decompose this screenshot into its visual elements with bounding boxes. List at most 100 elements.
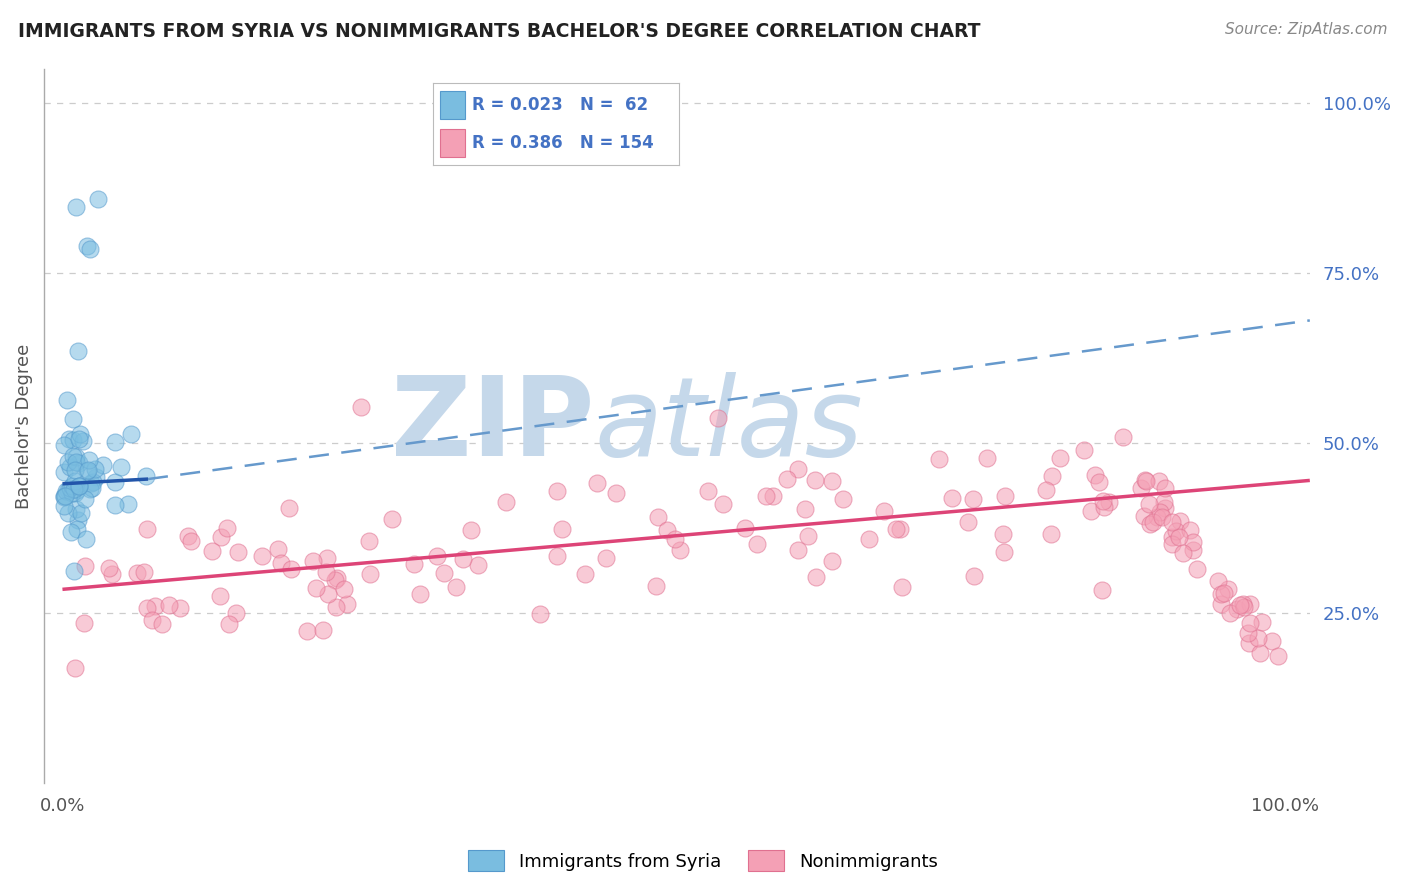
Point [1154, 481, 1177, 495]
Point [495, 495, 517, 509]
Point [58, 433, 80, 447]
Point [1173, 546, 1195, 560]
Point [104, 434, 127, 449]
Point [962, 491, 984, 506]
Point [52, 490, 75, 504]
Point [76, 464, 98, 478]
Point [79, 482, 101, 496]
Point [993, 544, 1015, 558]
Text: IMMIGRANTS FROM SYRIA VS NONIMMIGRANTS BACHELOR'S DEGREE CORRELATION CHART: IMMIGRANTS FROM SYRIA VS NONIMMIGRANTS B… [18, 22, 981, 41]
Point [821, 554, 844, 568]
Point [551, 522, 574, 536]
Point [1226, 602, 1249, 616]
Point [350, 400, 373, 414]
Point [91, 458, 114, 473]
Point [315, 565, 337, 579]
Point [52, 499, 75, 513]
Point [104, 475, 127, 490]
Point [65, 455, 87, 469]
Point [67, 432, 90, 446]
Point [72, 434, 94, 449]
Point [804, 570, 827, 584]
Point [333, 582, 356, 597]
Point [73, 615, 96, 630]
Point [267, 542, 290, 557]
Point [831, 492, 853, 507]
Point [426, 549, 449, 563]
Point [460, 523, 482, 537]
Point [1149, 505, 1171, 519]
Point [1213, 586, 1236, 600]
Point [143, 599, 166, 613]
Point [1229, 598, 1251, 612]
Point [56, 455, 79, 469]
Point [302, 554, 325, 568]
Point [56, 483, 79, 498]
Point [201, 543, 224, 558]
Point [316, 551, 339, 566]
Point [891, 580, 914, 594]
Point [1232, 597, 1254, 611]
Point [69, 427, 91, 442]
Point [70, 506, 93, 520]
Point [65, 450, 87, 464]
Point [1185, 562, 1208, 576]
Point [65, 200, 87, 214]
Point [177, 528, 200, 542]
Point [1040, 469, 1063, 483]
Point [793, 501, 815, 516]
Point [1168, 530, 1191, 544]
Point [1147, 475, 1170, 489]
Point [529, 607, 551, 622]
Point [991, 527, 1014, 541]
Point [58, 481, 80, 495]
Point [546, 549, 568, 564]
Point [208, 589, 231, 603]
Point [546, 483, 568, 498]
Point [66, 522, 89, 536]
Point [1146, 510, 1168, 524]
Point [60, 479, 83, 493]
Point [278, 501, 301, 516]
Point [80, 476, 103, 491]
Point [409, 587, 432, 601]
Point [1233, 599, 1256, 614]
Point [63, 463, 86, 477]
Point [295, 624, 318, 638]
Point [55, 483, 77, 498]
Point [215, 521, 238, 535]
Point [65, 502, 87, 516]
Point [1132, 509, 1154, 524]
Point [77, 453, 100, 467]
Point [433, 566, 456, 580]
Point [270, 557, 292, 571]
Point [1092, 500, 1115, 514]
Point [1153, 495, 1175, 509]
Point [136, 601, 159, 615]
Point [664, 532, 686, 546]
Point [62, 412, 84, 426]
Point [312, 623, 335, 637]
Point [697, 484, 720, 499]
Point [994, 490, 1017, 504]
Point [574, 566, 596, 581]
Point [62, 486, 84, 500]
Point [73, 558, 96, 573]
Point [404, 558, 426, 572]
Point [62, 449, 84, 463]
Point [76, 239, 98, 253]
Point [56, 392, 79, 407]
Point [1239, 616, 1261, 631]
Text: Source: ZipAtlas.com: Source: ZipAtlas.com [1225, 22, 1388, 37]
Point [87, 192, 110, 206]
Point [63, 486, 86, 500]
Point [1129, 481, 1152, 495]
Point [305, 581, 328, 595]
Point [62, 433, 84, 447]
Point [858, 532, 880, 546]
Point [135, 469, 157, 483]
Point [1091, 583, 1114, 598]
Point [755, 489, 778, 503]
Point [63, 482, 86, 496]
Point [66, 483, 89, 497]
